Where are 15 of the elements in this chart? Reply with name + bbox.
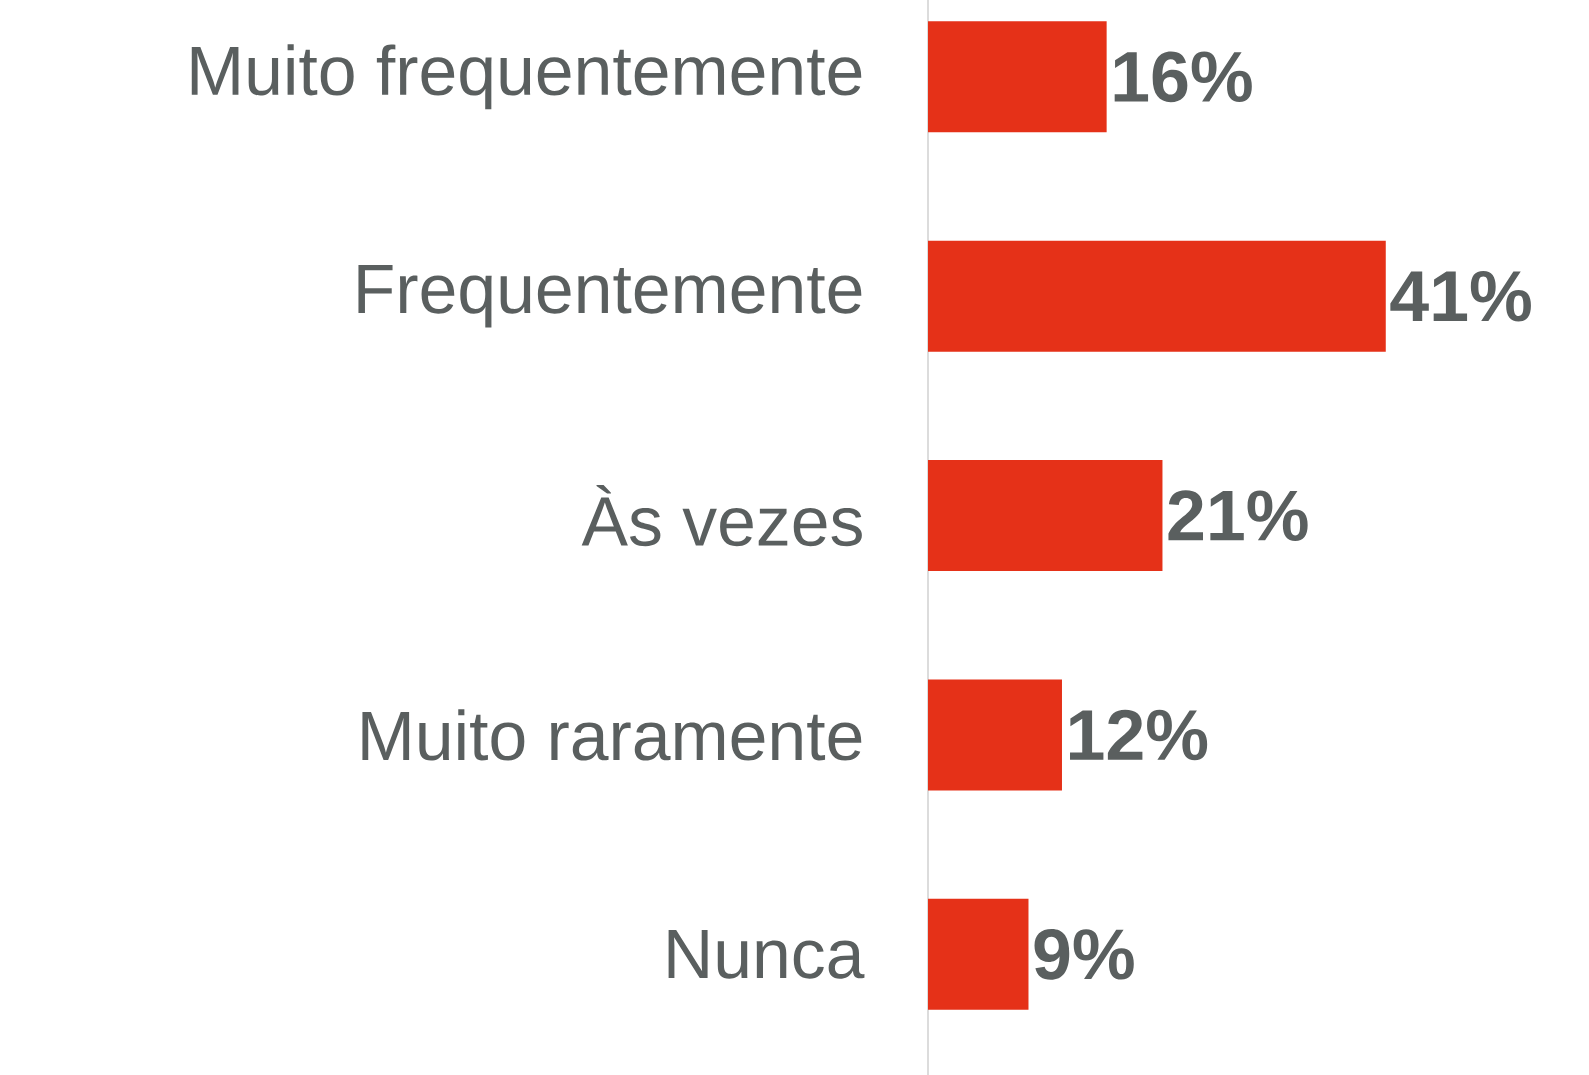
data-label: 12%: [1070, 709, 1208, 761]
data-label: 16%: [1114, 51, 1252, 103]
data-label: 21%: [1168, 490, 1308, 541]
y-tick-label: Muito raramente: [362, 709, 862, 761]
y-tick-label: Nunca: [668, 930, 865, 979]
bar: [928, 460, 1163, 572]
bar: [928, 240, 1386, 352]
bar: [928, 898, 1029, 1010]
y-tick-label: Muito frequentemente: [191, 44, 862, 110]
y-tick-label: Às vezes: [581, 485, 862, 547]
data-label: 41%: [1390, 270, 1531, 322]
bar: [928, 21, 1107, 133]
bar: [928, 679, 1062, 791]
y-tick-label: Frequentemente: [358, 265, 862, 328]
data-label: 9%: [1034, 928, 1134, 980]
